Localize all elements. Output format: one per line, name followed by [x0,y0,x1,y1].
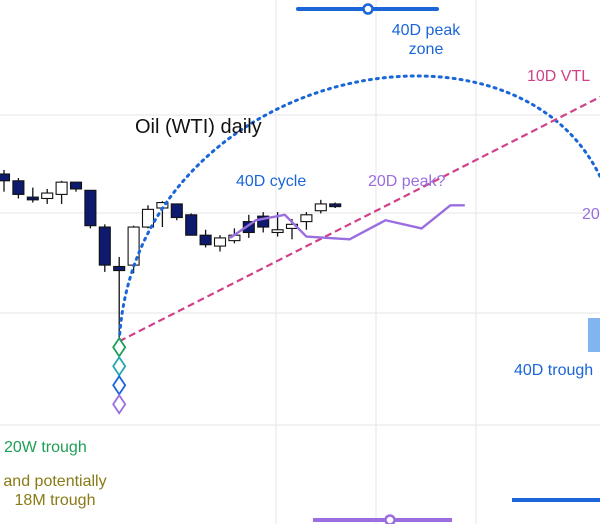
cycle-overlays [117,74,600,343]
candle [69,181,83,192]
candle-body [0,173,11,182]
candle-body [98,226,111,266]
candle [300,212,313,230]
trough-diamond-icon [112,336,127,358]
trough-diamond-icon [112,393,127,415]
candle-body [271,229,284,234]
candle-body [314,203,327,212]
chart-title: Oil (WTI) daily [135,116,262,138]
candle [84,189,97,229]
trough-diamond-icon [112,374,127,396]
candle [41,188,54,204]
projection-20d-line [229,204,465,241]
candle [185,213,198,236]
candle [170,203,183,221]
candle-body [257,215,270,228]
candle-body [12,180,25,195]
cycle-arc-40d [117,74,600,343]
zone-markers [296,3,600,524]
candle [213,235,227,252]
candle [141,205,155,229]
candle-body [84,189,97,227]
candle-body [141,208,155,228]
candle [113,256,126,342]
candle [199,229,212,248]
candle [0,169,11,192]
label-40d-cycle: 40D cycle [236,173,306,190]
candle-body [213,237,227,247]
candle [314,199,327,214]
candle-body [170,203,183,219]
candle-body [199,234,212,246]
candlesticks [0,169,342,342]
candle-body [300,214,313,223]
trough-zone-box [588,318,600,352]
label-20d-edge: 20 [582,206,600,223]
label-20w-trough: 20W trough [4,439,87,456]
label-40d-trough: 40D trough [514,362,593,379]
candle-body [329,203,342,208]
vtl-10d-line [118,95,600,343]
candle [12,178,25,199]
candle [26,187,39,203]
candle-body [242,221,255,234]
label-10d-vtl: 10D VTL [527,68,590,85]
candle [257,212,270,233]
candle-body [26,196,39,201]
trough-markers [112,336,127,415]
candle-body [185,214,198,236]
peak-zone-dot [362,3,374,15]
label-18m-trough: and potentially 18M trough [3,473,106,509]
candle-body [113,265,126,272]
candle [329,202,342,208]
projection-range-dot [384,514,396,524]
trough-diamond-icon [112,355,127,377]
candle [98,224,111,272]
annotation-labels: Oil (WTI) daily 40D cycle 20D peak? 40D pea… [3,22,599,509]
candle-body [69,181,83,190]
candle [55,180,68,204]
label-20d-peak: 20D peak? [368,173,445,190]
candle-body [55,181,68,195]
candle-body [41,192,54,200]
label-40d-peak-zone: 40D peak zone [392,22,461,58]
